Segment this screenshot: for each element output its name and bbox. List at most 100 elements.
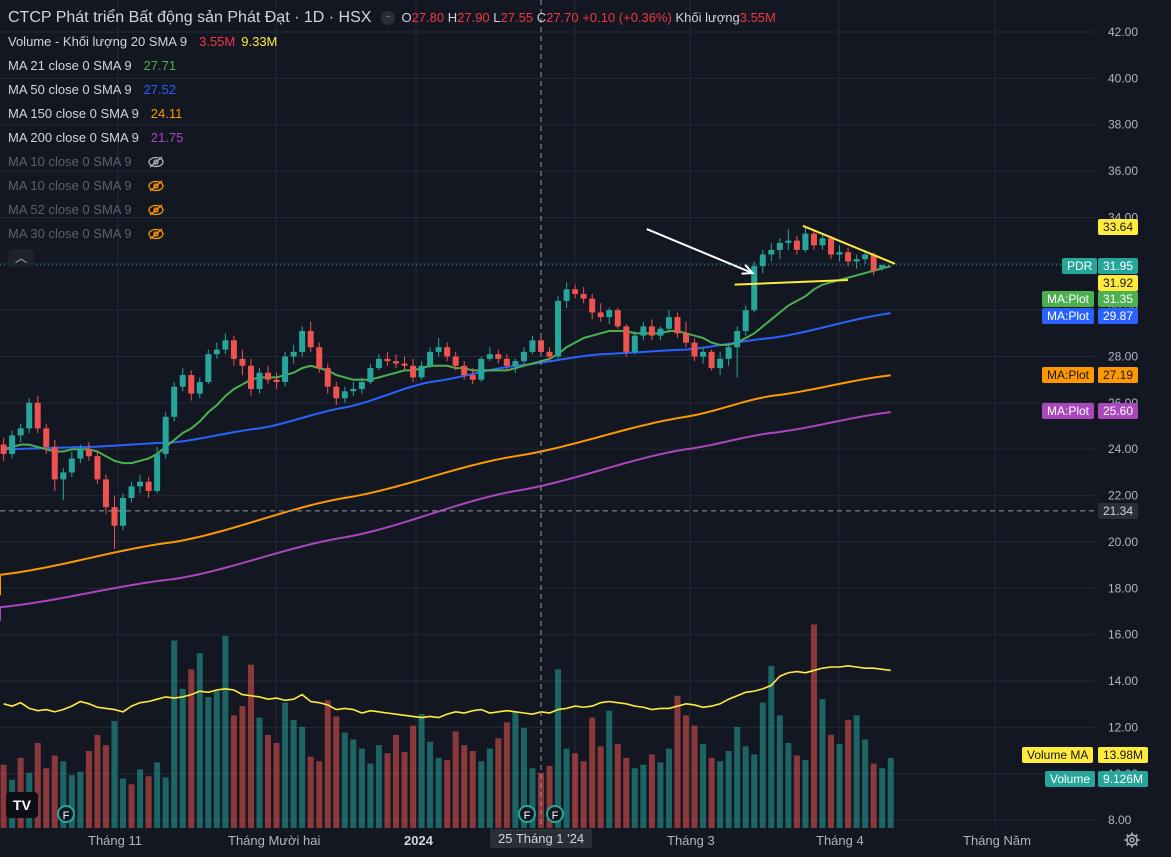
candle-body <box>392 361 399 364</box>
candle-body <box>290 351 297 357</box>
ma200-value-tag: 25.60 <box>1098 403 1139 419</box>
eye-off-icon[interactable] <box>147 204 164 216</box>
candle-body <box>230 340 237 359</box>
candle-body <box>350 388 357 392</box>
legend-ma10b-hidden[interactable]: MA 10 close 0 SMA 9 <box>8 174 776 198</box>
candle-body <box>239 358 246 366</box>
candle-body <box>879 264 886 269</box>
eye-off-icon[interactable] <box>147 180 164 192</box>
candle-body <box>282 356 289 383</box>
volume-ma-value-tag: 13.98M <box>1098 747 1149 763</box>
candle-body <box>435 347 442 352</box>
volume-bar <box>51 755 58 828</box>
volume-bar <box>68 775 75 828</box>
volume-bar <box>819 699 826 828</box>
candle-body <box>179 375 186 387</box>
time-label-2024: 2024 <box>404 833 433 848</box>
volume-bar <box>0 764 7 828</box>
candle-body <box>273 379 280 383</box>
wedge-trendline <box>802 224 896 265</box>
annotation-arrow <box>646 228 753 274</box>
volume-bar <box>589 717 596 828</box>
symbol-name-tag: PDR <box>1062 258 1098 274</box>
candle-body <box>742 310 749 332</box>
volume-bar <box>282 702 289 828</box>
volume-bar <box>563 748 570 828</box>
volume-bar <box>273 742 280 828</box>
collapse-legend-button[interactable]: ︿ <box>8 249 34 267</box>
candle-body <box>102 479 109 508</box>
volume-bar <box>734 726 741 828</box>
legend-ma21[interactable]: MA 21 close 0 SMA 9 27.71 <box>8 58 177 73</box>
candle-body <box>700 351 707 357</box>
price-tick-label: 16.00 <box>1108 628 1138 642</box>
candle-body <box>810 233 817 246</box>
earnings-marker[interactable]: F <box>57 805 75 823</box>
candle-body <box>444 347 451 357</box>
volume-ma-line <box>3 665 891 719</box>
tradingview-logo[interactable]: TV <box>6 792 38 818</box>
candle-body <box>341 391 348 399</box>
volume-bar <box>845 719 852 828</box>
candle-body <box>367 368 374 383</box>
minus-icon[interactable]: − <box>381 11 396 25</box>
crosshair-date-tag: 25 Tháng 1 '24 <box>490 829 593 848</box>
volume-bar <box>785 742 792 828</box>
price-tick-label: 40.00 <box>1108 71 1138 85</box>
volume-bar <box>862 739 869 828</box>
candle-body <box>154 453 161 491</box>
legend-ma50[interactable]: MA 50 close 0 SMA 9 27.52 <box>8 82 177 97</box>
candle-body <box>640 326 647 336</box>
candle-body <box>0 444 7 454</box>
volume-bar <box>350 739 357 828</box>
candle-body <box>691 342 698 357</box>
legend-ma200[interactable]: MA 200 close 0 SMA 9 21.75 <box>8 130 184 145</box>
ma150-line <box>0 374 891 596</box>
candle-body <box>324 368 331 387</box>
candle-body <box>759 254 766 267</box>
candle-body <box>26 402 33 429</box>
legend-ma30-hidden[interactable]: MA 30 close 0 SMA 9 <box>8 222 776 246</box>
earnings-marker[interactable]: F <box>546 805 564 823</box>
volume-bar <box>631 768 638 828</box>
trendline-price-tag-2: 31.92 <box>1098 275 1139 291</box>
symbol-title[interactable]: CTCP Phát triển Bất động sản Phát Đạt · … <box>8 9 372 26</box>
volume-ma-name-tag: Volume MA <box>1022 747 1094 763</box>
legend-volume[interactable]: Volume - Khối lượng 20 SMA 9 3.55M 9.33M <box>8 34 278 49</box>
volume-bar <box>128 784 135 828</box>
eye-off-icon[interactable] <box>147 228 164 240</box>
candle-body <box>34 402 41 429</box>
candle-body <box>68 458 75 473</box>
volume-bar <box>427 741 434 828</box>
settings-gear-icon[interactable] <box>1124 832 1140 848</box>
eye-off-icon[interactable] <box>147 156 164 168</box>
volume-bar <box>887 757 894 828</box>
volume-bar <box>392 734 399 828</box>
price-axis: 42.0040.0038.0036.0034.0032.0030.0028.00… <box>1108 25 1138 827</box>
legend-ma52-hidden[interactable]: MA 52 close 0 SMA 9 <box>8 198 776 222</box>
volume-bar <box>137 769 144 828</box>
volume-bar <box>375 745 382 828</box>
volume-bar <box>324 700 331 828</box>
candle-body <box>128 486 135 498</box>
volume-bar <box>486 748 493 828</box>
candle-body <box>853 259 860 262</box>
candle-body <box>17 428 24 436</box>
legend-title-row: CTCP Phát triển Bất động sản Phát Đạt · … <box>8 6 776 30</box>
volume-bar <box>239 706 246 828</box>
candle-body <box>597 312 604 318</box>
candle-body <box>776 242 783 250</box>
volume-bar <box>520 727 527 828</box>
volume-bar <box>290 719 297 828</box>
volume-bar <box>60 761 67 828</box>
volume-bar <box>853 715 860 828</box>
legend-ma150[interactable]: MA 150 close 0 SMA 9 24.11 <box>8 106 183 121</box>
legend-ma10-hidden[interactable]: MA 10 close 0 SMA 9 <box>8 150 776 174</box>
volume-bar <box>674 695 681 828</box>
candle-body <box>563 289 570 301</box>
candle-body <box>333 386 340 399</box>
earnings-marker[interactable]: F <box>518 805 536 823</box>
volume-bar <box>154 762 161 828</box>
volume-bar <box>691 725 698 828</box>
